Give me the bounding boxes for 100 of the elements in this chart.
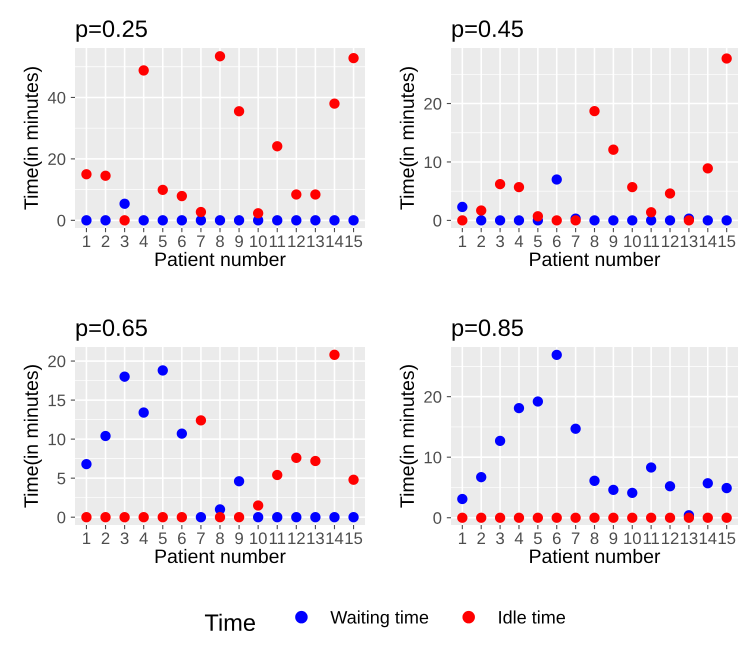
point xyxy=(272,215,282,226)
point xyxy=(348,474,359,485)
point xyxy=(627,215,638,226)
x-tick-label: 11 xyxy=(644,236,659,248)
point xyxy=(552,512,562,523)
legend-title: Time xyxy=(204,614,255,632)
point xyxy=(457,512,468,523)
y-tick-label: 0 xyxy=(433,214,442,227)
x-tick-label: 14 xyxy=(700,236,717,248)
point xyxy=(589,476,600,486)
legend-label: Idle time xyxy=(499,610,566,624)
x-axis-title: Patient number xyxy=(156,252,286,266)
point xyxy=(272,141,282,152)
point xyxy=(476,512,486,523)
point xyxy=(722,512,732,523)
point xyxy=(552,174,562,185)
x-tick-label: 10 xyxy=(624,235,641,248)
point xyxy=(176,190,187,202)
x-axis-title: Patient number xyxy=(530,252,660,266)
x-tick-label: 8 xyxy=(590,532,598,544)
x-tick-label: 8 xyxy=(216,532,224,544)
x-tick-label: 13 xyxy=(307,235,324,248)
x-tick-label: 13 xyxy=(307,532,324,544)
point xyxy=(310,189,321,200)
x-tick-label: 13 xyxy=(680,235,698,248)
point xyxy=(702,163,713,174)
point xyxy=(608,215,619,226)
y-tick-label: 10 xyxy=(424,156,442,168)
x-tick-label: 4 xyxy=(139,532,148,544)
point xyxy=(138,65,149,76)
point xyxy=(119,215,130,226)
x-tick-label: 7 xyxy=(572,532,580,544)
chart-title: p=0.65 xyxy=(76,319,147,341)
x-tick-label: 9 xyxy=(235,532,243,544)
x-tick-label: 12 xyxy=(662,235,678,248)
point xyxy=(234,476,244,486)
point xyxy=(476,205,486,216)
point xyxy=(646,207,656,218)
y-tick-label: 15 xyxy=(48,394,66,406)
point xyxy=(457,215,468,226)
x-tick-label: 8 xyxy=(590,235,598,248)
legend-label: Waiting time xyxy=(330,610,428,628)
point xyxy=(608,484,619,496)
y-tick-label: 10 xyxy=(424,452,442,464)
x-tick-label: 4 xyxy=(514,532,524,544)
y-axis-title: Time(in minutes) xyxy=(400,365,418,508)
point xyxy=(514,512,524,523)
point xyxy=(476,215,486,226)
x-tick-label: 9 xyxy=(235,235,243,248)
point xyxy=(158,365,168,376)
point xyxy=(310,215,321,226)
point xyxy=(196,206,206,218)
y-tick-label: 0 xyxy=(433,512,442,524)
point xyxy=(589,512,600,523)
x-tick-label: 6 xyxy=(178,532,186,544)
point xyxy=(514,215,524,226)
point xyxy=(348,215,359,226)
point xyxy=(702,512,713,523)
point xyxy=(138,407,149,418)
x-tick-label: 9 xyxy=(610,532,618,544)
point xyxy=(234,215,244,226)
point xyxy=(722,482,732,494)
point xyxy=(234,106,244,116)
y-axis-title: Time(in minutes) xyxy=(24,365,42,508)
point xyxy=(646,462,656,473)
chart-title: p=0.85 xyxy=(452,319,523,341)
point xyxy=(608,512,619,523)
y-tick-label: 5 xyxy=(57,472,66,484)
x-tick-label: 1 xyxy=(458,236,466,248)
x-tick-label: 12 xyxy=(662,532,678,544)
x-tick-label: 15 xyxy=(718,532,736,544)
point xyxy=(100,512,111,522)
x-tick-label: 6 xyxy=(552,235,561,248)
x-tick-label: 7 xyxy=(197,236,205,248)
point xyxy=(348,52,359,64)
point xyxy=(158,215,168,226)
point xyxy=(214,512,226,522)
point xyxy=(329,215,340,226)
point xyxy=(532,396,544,407)
point xyxy=(329,512,340,522)
point xyxy=(532,211,544,222)
point xyxy=(664,188,676,199)
x-tick-label: 13 xyxy=(680,532,698,544)
point xyxy=(176,215,187,226)
x-tick-label: 11 xyxy=(270,236,286,248)
point xyxy=(589,215,600,226)
y-tick-label: 10 xyxy=(48,434,66,446)
x-tick-label: 1 xyxy=(458,532,466,544)
point xyxy=(310,512,321,522)
y-axis-title: Time(in minutes) xyxy=(24,67,42,210)
x-axis-title: Patient number xyxy=(530,548,660,564)
point xyxy=(253,208,264,218)
point xyxy=(81,169,92,180)
point xyxy=(253,500,264,511)
point xyxy=(684,512,694,523)
point xyxy=(702,478,713,488)
point xyxy=(158,512,168,522)
point xyxy=(234,512,244,522)
point xyxy=(664,215,676,226)
point xyxy=(291,512,302,522)
